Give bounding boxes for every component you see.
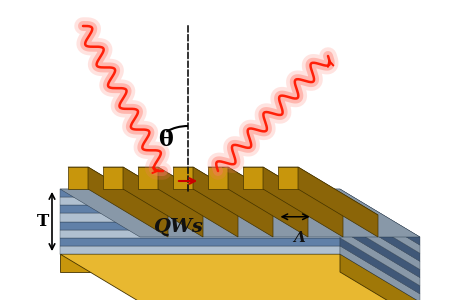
Polygon shape (60, 197, 340, 205)
Polygon shape (158, 167, 238, 237)
Polygon shape (60, 254, 420, 300)
Polygon shape (103, 167, 203, 215)
Text: θ: θ (158, 128, 173, 151)
Polygon shape (228, 167, 308, 237)
Polygon shape (193, 167, 273, 237)
Polygon shape (68, 167, 168, 215)
Polygon shape (60, 205, 340, 213)
Polygon shape (340, 254, 420, 300)
Polygon shape (340, 189, 420, 245)
Polygon shape (340, 197, 420, 253)
Polygon shape (208, 167, 228, 189)
Polygon shape (340, 238, 420, 294)
Polygon shape (340, 221, 420, 278)
Polygon shape (298, 167, 378, 237)
Polygon shape (60, 221, 340, 230)
Polygon shape (173, 167, 273, 215)
Polygon shape (60, 238, 340, 246)
Polygon shape (173, 167, 193, 189)
Polygon shape (60, 189, 340, 197)
Text: Λ: Λ (293, 231, 305, 245)
Text: T: T (37, 213, 49, 230)
Polygon shape (60, 213, 340, 221)
Polygon shape (208, 167, 308, 215)
Polygon shape (60, 189, 420, 237)
Polygon shape (243, 167, 263, 189)
Polygon shape (340, 230, 420, 286)
Polygon shape (340, 213, 420, 269)
Polygon shape (88, 167, 168, 237)
Polygon shape (60, 246, 340, 254)
Polygon shape (60, 254, 340, 272)
Text: QWs: QWs (153, 218, 203, 236)
Polygon shape (278, 167, 378, 215)
Polygon shape (340, 205, 420, 261)
Polygon shape (68, 167, 88, 189)
Polygon shape (138, 167, 158, 189)
Polygon shape (138, 167, 238, 215)
Polygon shape (103, 167, 123, 189)
Polygon shape (263, 167, 343, 237)
Polygon shape (123, 167, 203, 237)
Polygon shape (60, 230, 340, 238)
Polygon shape (243, 167, 343, 215)
Polygon shape (340, 246, 420, 300)
Polygon shape (278, 167, 298, 189)
